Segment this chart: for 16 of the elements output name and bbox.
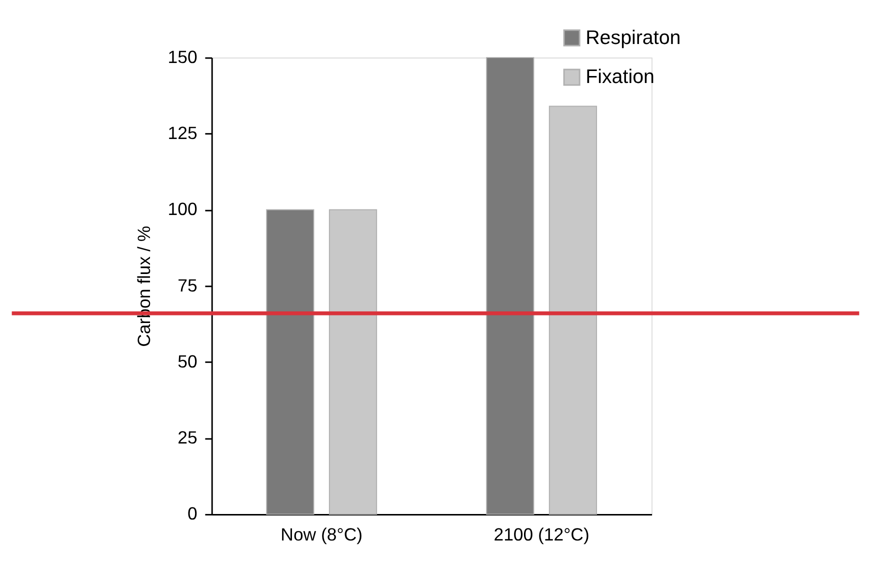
legend-label: Respiraton [586,26,681,49]
y-tick-label: 25 [178,428,198,448]
x-tick-label: Now (8°C) [280,524,363,544]
y-tick-label: 100 [168,199,198,220]
y-tick-label: 50 [178,351,198,372]
y-tick-label: 0 [187,504,198,524]
legend-label: Fixation [586,66,654,88]
y-tick-label: 75 [178,275,198,296]
y-axis-title: Carbon flux / % [134,226,154,347]
y-tick-label: 150 [168,46,198,67]
x-tick-label: 2100 (12°C) [494,524,590,544]
bar [548,106,598,515]
bar [486,57,534,515]
bar [328,209,378,515]
y-tick-label: 125 [168,123,198,144]
bar [266,209,314,515]
